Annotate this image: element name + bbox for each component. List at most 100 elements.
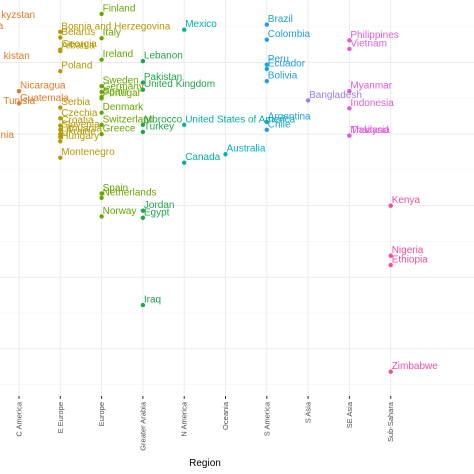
data-point bbox=[99, 191, 104, 196]
data-point bbox=[16, 88, 22, 94]
point-label: Ecuador bbox=[268, 58, 306, 69]
point-label: Lebanon bbox=[144, 51, 183, 62]
data-point bbox=[99, 57, 104, 62]
data-point bbox=[58, 127, 63, 133]
point-label: Kenya bbox=[392, 195, 421, 206]
data-point bbox=[99, 94, 104, 100]
point-label: Australia bbox=[227, 144, 266, 155]
data-point bbox=[58, 105, 63, 110]
data-point bbox=[58, 116, 63, 121]
data-point bbox=[264, 62, 269, 67]
point-label: Pakistan bbox=[144, 72, 182, 83]
data-point bbox=[388, 253, 393, 258]
point-label: Spain bbox=[103, 86, 129, 97]
point-label: Croatia bbox=[61, 115, 94, 126]
point-label: Montenegro bbox=[61, 147, 115, 158]
point-label: United States of America bbox=[185, 114, 295, 125]
point-label: Germany bbox=[103, 81, 144, 92]
point-label: Nigeria bbox=[392, 245, 424, 256]
points bbox=[16, 11, 393, 374]
data-point bbox=[388, 203, 393, 208]
point-label: Vietnam bbox=[350, 38, 387, 49]
point-label: Morocco bbox=[144, 114, 183, 125]
point-label: United Kingdom bbox=[144, 79, 215, 90]
data-point bbox=[264, 78, 269, 84]
x-tick-label: SE Asia bbox=[345, 401, 354, 428]
x-tick-label: N America bbox=[180, 401, 189, 436]
point-label: Guatemala bbox=[20, 93, 69, 104]
point-label: Sweden bbox=[103, 76, 139, 87]
point-label: Mexico bbox=[185, 19, 217, 30]
x-axis-ticks: C America E Europe Europe Greater Arabia N A… bbox=[15, 396, 395, 451]
point-label: Brazil bbox=[268, 14, 293, 25]
point-label: Jordan bbox=[144, 200, 175, 211]
point-label: Chile bbox=[268, 119, 291, 130]
point-label: Spain bbox=[103, 183, 129, 194]
point-label: Hungary bbox=[61, 131, 99, 142]
x-tick-label: Oceania bbox=[221, 401, 230, 430]
point-label: Italy bbox=[103, 28, 121, 39]
data-point bbox=[264, 66, 269, 72]
x-tick-label: S Asia bbox=[304, 401, 313, 423]
data-point bbox=[99, 110, 104, 115]
x-tick-label: S America bbox=[262, 401, 271, 436]
point-label: Bosnia and Herzegovina bbox=[61, 21, 170, 32]
point-label: Denmark bbox=[103, 102, 145, 113]
data-point bbox=[140, 80, 146, 85]
data-point bbox=[140, 129, 146, 135]
point-label: Colombia bbox=[268, 29, 311, 40]
data-point bbox=[99, 36, 104, 41]
data-point bbox=[58, 139, 63, 144]
point-label: Czechia bbox=[61, 108, 98, 119]
point-label: Norway bbox=[103, 206, 137, 217]
data-point bbox=[140, 302, 146, 308]
point-label: Switzerland bbox=[103, 114, 155, 125]
clipped-label: a bbox=[0, 21, 4, 32]
x-tick-label: Europe bbox=[97, 402, 106, 426]
point-label: Serbia bbox=[61, 97, 90, 108]
data-point bbox=[99, 11, 104, 17]
point-label: Portugal bbox=[103, 88, 140, 99]
data-point bbox=[58, 35, 63, 40]
data-point bbox=[99, 214, 104, 219]
point-label: Egypt bbox=[144, 207, 170, 218]
point-label: Indonesia bbox=[350, 98, 394, 109]
data-point bbox=[264, 22, 269, 27]
data-point bbox=[58, 29, 63, 34]
x-tick-label: C America bbox=[15, 401, 24, 436]
data-point bbox=[58, 155, 63, 160]
point-label: Belarus bbox=[61, 27, 95, 38]
data-point bbox=[58, 123, 63, 128]
point-label: Iraq bbox=[144, 295, 161, 306]
point-label: Malaysia bbox=[350, 125, 390, 136]
data-point bbox=[347, 38, 352, 43]
data-point bbox=[58, 48, 63, 54]
point-label: Peru bbox=[268, 54, 289, 65]
x-tick-label: Sub-Sahara bbox=[386, 401, 395, 442]
point-label: Canada bbox=[185, 152, 220, 163]
clipped-label: kistan bbox=[4, 51, 30, 62]
point-label: Greece bbox=[103, 124, 136, 135]
data-point bbox=[140, 87, 146, 92]
point-label: Finland bbox=[103, 3, 136, 14]
x-tick-label: E Europe bbox=[56, 402, 65, 433]
point-label: Bangladesh bbox=[309, 90, 362, 101]
data-point bbox=[264, 37, 269, 42]
point-label: Philippines bbox=[350, 30, 398, 41]
data-point bbox=[99, 83, 104, 89]
data-point bbox=[99, 131, 104, 137]
point-label: Lithuania bbox=[61, 124, 102, 135]
data-point bbox=[264, 119, 269, 125]
data-point bbox=[347, 46, 352, 52]
data-point bbox=[182, 160, 187, 165]
point-label: Bolivia bbox=[268, 71, 298, 82]
point-label: Zimbabwe bbox=[392, 361, 439, 372]
data-point bbox=[99, 89, 104, 95]
data-point bbox=[99, 195, 104, 200]
data-point bbox=[140, 58, 146, 64]
point-label: Thailand bbox=[350, 125, 388, 136]
data-point bbox=[140, 208, 146, 213]
point-label: Poland bbox=[61, 61, 92, 72]
